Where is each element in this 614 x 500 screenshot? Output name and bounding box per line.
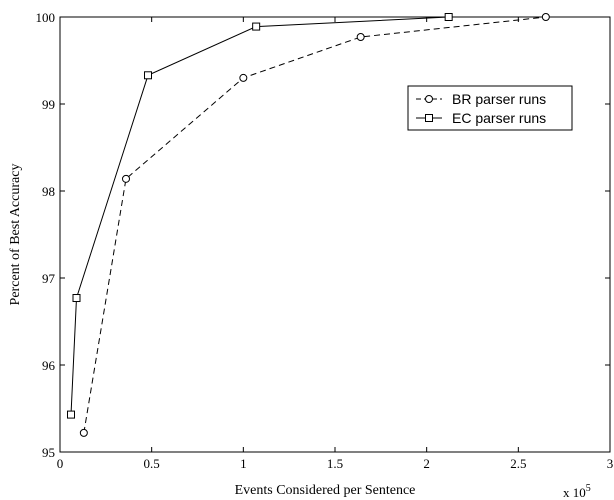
data-point-circle [122, 174, 130, 183]
series-line [70, 16, 449, 415]
y-tick-label: 98 [42, 184, 55, 199]
x-axis-label: Events Considered per Sentence [235, 483, 416, 498]
y-tick-label: 96 [42, 358, 56, 373]
data-point-square [444, 13, 453, 21]
y-tick-labels: 95 96 97 98 99 100 [36, 10, 56, 460]
x-tick-label: 2.5 [510, 456, 526, 471]
x-tick-label: 0.5 [144, 456, 160, 471]
legend-items: BR parser runs EC parser runs [416, 91, 546, 126]
data-point-square [72, 294, 81, 303]
data-point-circle [79, 428, 88, 437]
y-tick-label: 100 [36, 10, 56, 25]
y-tick-label: 99 [42, 97, 55, 112]
data-point-square [67, 410, 75, 419]
legend-box [407, 85, 573, 131]
x-tick-labels: 0 0.5 1 1.5 2 2.5 3 [57, 456, 614, 471]
x-multiplier-exponent: 5 [586, 483, 591, 494]
x-axis-multiplier: x 105 [563, 483, 591, 500]
data-point-circle [239, 73, 248, 82]
tick-marks [59, 16, 611, 453]
data-point-circle [541, 13, 550, 21]
x-tick-label: 0 [57, 456, 64, 471]
y-tick-label: 95 [42, 445, 55, 460]
x-tick-label: 1 [240, 456, 247, 471]
x-tick-label: 2 [423, 456, 430, 471]
data-point-square [144, 71, 152, 80]
data-point-circle [356, 33, 365, 42]
series-line [83, 16, 546, 433]
x-multiplier-base: x 10 [563, 485, 586, 500]
legend-marker-circle [425, 95, 433, 103]
legend-label: BR parser runs [452, 91, 546, 107]
legend-label: EC parser runs [452, 110, 546, 126]
legend: BR parser runs EC parser runs [407, 85, 573, 131]
y-axis-label: Percent of Best Accuracy [8, 164, 23, 306]
series-layer [67, 13, 550, 437]
legend-marker-square [425, 114, 433, 122]
data-point-square [252, 22, 261, 31]
y-tick-label: 97 [42, 271, 56, 286]
plot-area [59, 16, 611, 453]
x-tick-label: 1.5 [327, 456, 343, 471]
x-tick-label: 3 [607, 456, 614, 471]
